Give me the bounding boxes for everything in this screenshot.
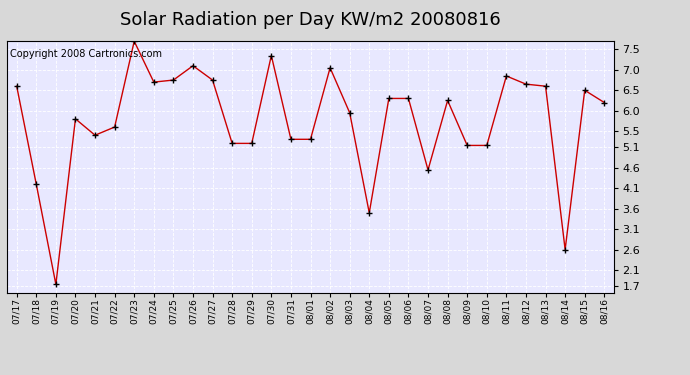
Text: Copyright 2008 Cartronics.com: Copyright 2008 Cartronics.com [10, 49, 162, 59]
Text: Solar Radiation per Day KW/m2 20080816: Solar Radiation per Day KW/m2 20080816 [120, 11, 501, 29]
